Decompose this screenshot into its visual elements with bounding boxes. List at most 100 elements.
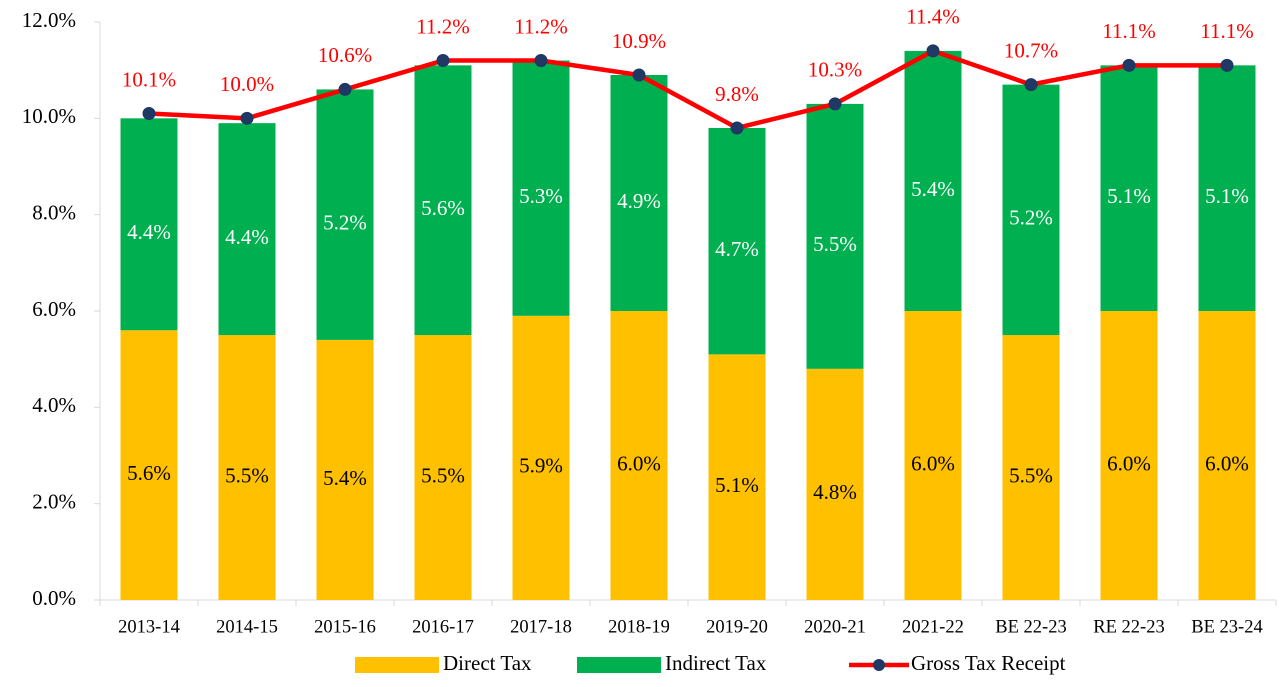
data-label: 11.2% — [416, 14, 469, 38]
x-tick-label: 2021-22 — [902, 617, 964, 637]
bar-segment — [414, 65, 472, 336]
line-marker — [1122, 58, 1136, 72]
bar-segment — [218, 335, 276, 600]
bar-segment — [1002, 335, 1060, 600]
legend-label: Gross Tax Receipt — [911, 651, 1066, 675]
bar-segment — [512, 60, 570, 316]
line-marker — [1024, 78, 1038, 92]
line-marker — [632, 68, 646, 82]
data-label: 5.6% — [421, 196, 465, 220]
bar-segment — [1198, 65, 1256, 311]
y-tick-label: 4.0% — [32, 393, 76, 417]
data-label: 5.1% — [1205, 184, 1249, 208]
data-label: 10.6% — [318, 43, 372, 67]
data-label: 11.4% — [906, 5, 959, 29]
data-label: 5.2% — [323, 210, 367, 234]
bar-segment — [610, 311, 668, 600]
data-label: 5.5% — [421, 463, 465, 487]
y-tick-label: 8.0% — [32, 200, 76, 224]
bar-segment — [708, 354, 766, 600]
data-label: 4.7% — [715, 237, 759, 261]
line — [148, 48, 1227, 131]
data-label: 5.5% — [1009, 463, 1053, 487]
data-label: 10.9% — [612, 29, 666, 53]
data-label: 10.0% — [220, 72, 274, 96]
bar-segment — [806, 368, 864, 600]
data-label: 5.9% — [519, 454, 563, 478]
bar-segment — [316, 339, 374, 600]
legend-label: Direct Tax — [443, 651, 532, 675]
data-label: 5.4% — [911, 177, 955, 201]
y-tick-label: 0.0% — [32, 586, 76, 610]
line-marker — [436, 54, 450, 68]
bar-segment — [120, 330, 178, 600]
data-label: 9.8% — [715, 82, 759, 106]
line-marker — [240, 111, 254, 125]
x-tick-label: 2013-14 — [118, 617, 180, 637]
data-label: 4.8% — [813, 480, 857, 504]
y-tick-label: 10.0% — [22, 104, 76, 128]
y-tick-label: 2.0% — [32, 489, 76, 513]
x-tick-label: 2014-15 — [216, 617, 278, 637]
x-tick-label: 2016-17 — [412, 617, 474, 637]
data-label: 6.0% — [1205, 451, 1249, 475]
bar-segment — [806, 103, 864, 369]
y-tick-label: 6.0% — [32, 297, 76, 321]
data-label: 5.4% — [323, 466, 367, 490]
line-marker — [730, 121, 744, 135]
data-label: 10.1% — [122, 67, 176, 91]
line-marker — [926, 44, 940, 58]
data-label: 6.0% — [911, 451, 955, 475]
bar-segment — [120, 118, 178, 331]
bar-segment — [610, 74, 668, 311]
bar-segment — [904, 311, 962, 600]
x-tick-label: 2019-20 — [706, 617, 768, 637]
x-tick-label: 2018-19 — [608, 617, 670, 637]
bar-segment — [708, 127, 766, 355]
bar-segment — [316, 89, 374, 340]
data-label: 5.1% — [715, 473, 759, 497]
data-label: 6.0% — [1107, 451, 1151, 475]
bar-segment — [1002, 84, 1060, 336]
legend-swatch — [577, 657, 661, 673]
data-label: 4.9% — [617, 189, 661, 213]
data-label: 5.6% — [127, 461, 171, 485]
bar-segment — [414, 335, 472, 600]
data-label: 5.5% — [225, 463, 269, 487]
line-marker — [828, 97, 842, 111]
bar-segment — [218, 123, 276, 336]
line-marker — [1220, 58, 1234, 72]
legend-swatch — [355, 657, 439, 673]
data-label: 5.3% — [519, 184, 563, 208]
data-label: 11.1% — [1200, 19, 1253, 43]
y-tick-label: 12.0% — [22, 8, 76, 32]
legend-marker — [873, 659, 885, 671]
legend-label: Indirect Tax — [665, 651, 767, 675]
x-tick-label: 2017-18 — [510, 617, 572, 637]
x-tick-label: BE 22-23 — [995, 617, 1066, 637]
data-label: 11.1% — [1102, 19, 1155, 43]
data-label: 5.1% — [1107, 184, 1151, 208]
x-tick-label: RE 22-23 — [1093, 617, 1164, 637]
data-label: 10.3% — [808, 58, 862, 82]
data-label: 10.7% — [1004, 38, 1058, 62]
x-tick-label: 2015-16 — [314, 617, 376, 637]
line-marker — [142, 107, 156, 121]
bar-segment — [1100, 311, 1158, 600]
line-marker — [534, 54, 548, 68]
x-tick-label: 2020-21 — [804, 617, 866, 637]
data-label: 4.4% — [225, 225, 269, 249]
data-label: 4.4% — [127, 220, 171, 244]
data-label: 11.2% — [514, 14, 567, 38]
data-label: 6.0% — [617, 451, 661, 475]
data-label: 5.5% — [813, 232, 857, 256]
data-label: 5.2% — [1009, 206, 1053, 230]
bar-segment — [1198, 311, 1256, 600]
x-tick-label: BE 23-24 — [1191, 617, 1262, 637]
bar-segment — [904, 50, 962, 312]
bar-segment — [512, 315, 570, 600]
line-marker — [338, 82, 352, 96]
bar-segment — [1100, 65, 1158, 311]
